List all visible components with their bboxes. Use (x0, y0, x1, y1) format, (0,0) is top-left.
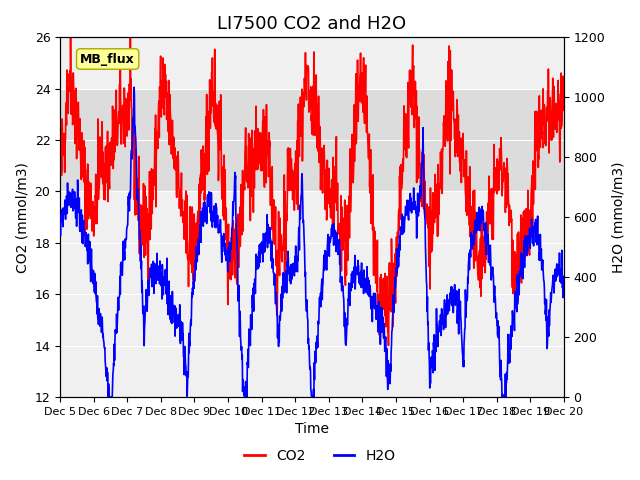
Legend: CO2, H2O: CO2, H2O (239, 443, 401, 468)
CO2 (560, 108, 568, 113)
H2O (56, 212, 64, 218)
CO2 (270, 222, 278, 228)
CO2 (116, 121, 124, 127)
Y-axis label: CO2 (mmol/m3): CO2 (mmol/m3) (15, 162, 29, 273)
CO2 (67, 35, 74, 40)
CO2 (343, 203, 351, 208)
H2O (130, 84, 138, 90)
CO2 (290, 175, 298, 181)
H2O (290, 264, 298, 269)
X-axis label: Time: Time (295, 422, 329, 436)
H2O (95, 308, 103, 314)
CO2 (56, 167, 64, 173)
H2O (560, 277, 568, 283)
H2O (116, 274, 124, 279)
H2O (271, 282, 278, 288)
Line: H2O: H2O (60, 87, 564, 397)
CO2 (385, 343, 392, 348)
Y-axis label: H2O (mmol/m3): H2O (mmol/m3) (611, 161, 625, 273)
Bar (60, 89, 564, 192)
CO2 (95, 177, 103, 182)
H2O (344, 322, 351, 328)
CO2 (281, 284, 289, 289)
Title: LI7500 CO2 and H2O: LI7500 CO2 and H2O (218, 15, 406, 33)
H2O (281, 275, 289, 280)
H2O (104, 394, 112, 400)
Text: MB_flux: MB_flux (80, 52, 135, 65)
Line: CO2: CO2 (60, 37, 564, 346)
